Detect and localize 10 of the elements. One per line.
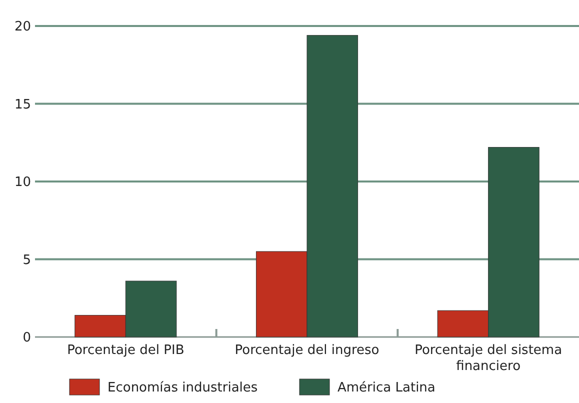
y-tick-label: 5 <box>22 252 31 268</box>
y-tick-label: 20 <box>14 20 31 35</box>
x-tick-label: Porcentaje del sistema financiero <box>414 343 562 374</box>
legend-label: América Latina <box>338 380 436 396</box>
y-tick-label: 10 <box>14 175 31 190</box>
x-tick-label: Porcentaje del PIB <box>67 343 184 358</box>
y-tick-label: 0 <box>22 330 31 346</box>
x-tick-label: Porcentaje del ingreso <box>234 343 380 358</box>
y-tick-label: 15 <box>14 97 31 112</box>
legend-label: Economías industriales <box>108 380 258 396</box>
